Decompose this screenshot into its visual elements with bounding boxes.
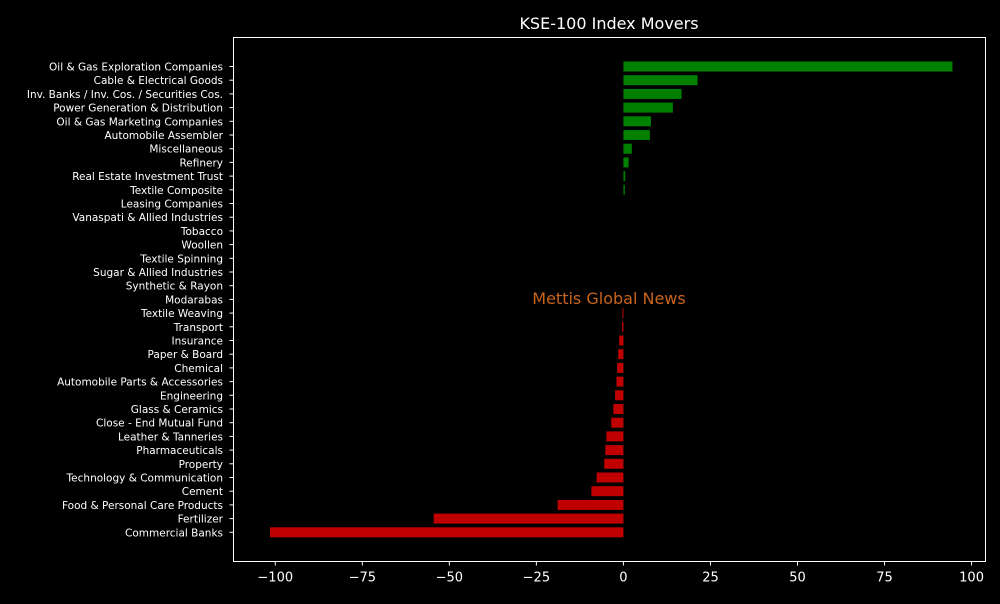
category-label: Inv. Banks / Inv. Cos. / Securities Cos. (27, 89, 223, 101)
x-tick-label: 75 (876, 571, 893, 586)
category-label: Leather & Tanneries (118, 431, 223, 443)
bar (433, 513, 624, 524)
x-axis: −100 −75 −50 −25 0 25 50 75 100 (257, 561, 984, 586)
category-label: Paper & Board (148, 349, 223, 361)
bar (623, 75, 698, 86)
bar (611, 417, 624, 428)
category-label: Fertilizer (178, 514, 224, 526)
category-label: Automobile Assembler (105, 130, 224, 142)
bar (606, 431, 624, 442)
category-label: Cable & Electrical Goods (94, 75, 223, 87)
bar (591, 486, 624, 497)
category-label: Glass & Ceramics (131, 404, 223, 416)
bar (619, 335, 624, 346)
bar (622, 308, 624, 319)
category-label: Oil & Gas Exploration Companies (49, 62, 223, 74)
category-label: Textile Weaving (140, 308, 223, 320)
bar (596, 472, 624, 483)
category-label: Miscellaneous (149, 144, 223, 156)
category-label: Sugar & Allied Industries (93, 267, 223, 279)
x-tick-label: 25 (702, 571, 719, 586)
category-label: Chemical (174, 363, 223, 375)
x-tick-label: 0 (619, 571, 627, 586)
category-label: Textile Composite (129, 185, 223, 197)
bar (623, 88, 682, 99)
category-label: Property (179, 459, 223, 471)
bar (557, 499, 624, 510)
bar (623, 116, 651, 127)
category-label: Insurance (171, 336, 223, 348)
bar (613, 404, 624, 414)
category-label: Food & Personal Care Products (62, 500, 223, 512)
bar (622, 321, 624, 332)
category-label: Modarabas (165, 294, 223, 306)
x-tick-label: −75 (349, 571, 376, 586)
bar (623, 171, 626, 182)
chart-title: KSE-100 Index Movers (519, 14, 698, 33)
bar (605, 445, 624, 456)
bar (623, 143, 632, 154)
category-label: Cement (182, 486, 223, 498)
x-tick-label: 50 (789, 571, 806, 586)
x-tick-label: −25 (523, 571, 550, 586)
bar (270, 527, 624, 538)
category-label: Refinery (179, 157, 223, 169)
x-tick-label: −100 (257, 571, 293, 586)
bar (618, 349, 624, 360)
x-tick-label: 100 (959, 571, 984, 586)
category-label: Close - End Mutual Fund (96, 418, 223, 430)
bar (623, 61, 953, 72)
category-label: Synthetic & Rayon (126, 281, 223, 293)
category-label: Pharmaceuticals (136, 445, 223, 457)
category-label: Real Estate Investment Trust (72, 171, 223, 183)
category-label: Woollen (181, 240, 223, 252)
bar (623, 102, 673, 113)
category-label: Transport (173, 322, 223, 334)
category-label: Vanaspati & Allied Industries (72, 212, 223, 224)
bar (623, 157, 629, 168)
category-label: Oil & Gas Marketing Companies (56, 116, 223, 128)
x-tick-label: −50 (436, 571, 463, 586)
bar (617, 362, 624, 373)
category-label: Textile Spinning (139, 253, 223, 265)
category-label: Tobacco (180, 226, 223, 238)
bar (623, 184, 625, 195)
category-label: Power Generation & Distribution (53, 103, 223, 115)
bar (604, 458, 624, 469)
category-label: Technology & Communication (66, 473, 223, 485)
bars-layer (270, 61, 953, 538)
category-label: Commercial Banks (125, 527, 223, 539)
bar (616, 376, 624, 387)
category-label: Leasing Companies (121, 199, 223, 211)
watermark-text: Mettis Global News (532, 289, 685, 308)
bar (623, 130, 650, 140)
category-label: Engineering (160, 390, 223, 402)
bar (615, 390, 624, 401)
category-label: Automobile Parts & Accessories (57, 377, 223, 389)
